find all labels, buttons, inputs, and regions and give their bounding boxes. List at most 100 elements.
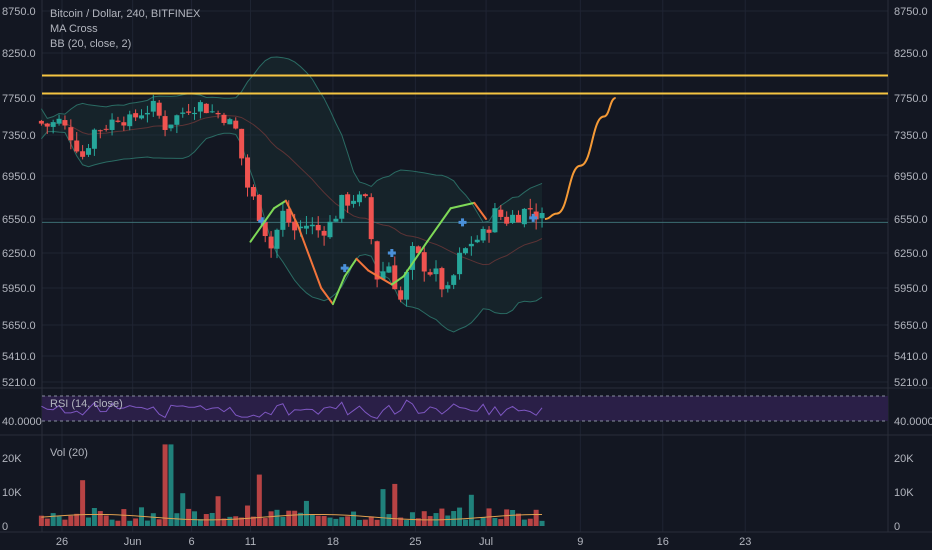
candle-body: [150, 100, 156, 112]
candle-body: [197, 102, 203, 112]
candle-body: [339, 194, 345, 219]
volume-bar: [121, 509, 127, 526]
volume-bar: [80, 480, 86, 526]
candle-body: [50, 122, 56, 127]
volume-bar: [115, 520, 121, 526]
candle-body: [315, 224, 321, 231]
price-tick-label-right: 6950.0: [894, 171, 928, 183]
candle-body: [44, 123, 50, 127]
candle-body: [274, 229, 280, 249]
ma-cross-label[interactable]: MA Cross: [50, 23, 98, 35]
price-tick-label-left: 6250.0: [2, 248, 36, 260]
candle-body: [356, 194, 362, 203]
wave-overlay-segment: [320, 287, 334, 306]
candle-body: [380, 271, 386, 280]
time-tick-label: 18: [327, 536, 339, 548]
price-tick-label-right: 7350.0: [894, 130, 928, 142]
bb-label[interactable]: BB (20, close, 2): [50, 38, 132, 50]
volume-bar: [162, 444, 168, 526]
volume-bar: [480, 517, 486, 526]
volume-bar: [515, 513, 521, 526]
rsi-tick-label-left: 40.0000: [2, 416, 42, 428]
volume-bar: [280, 516, 286, 526]
price-tick-label-right: 7750.0: [894, 93, 928, 105]
volume-bar: [150, 513, 156, 526]
volume-bar: [315, 515, 321, 526]
vol-title[interactable]: Vol (20): [50, 447, 88, 459]
wave-overlay-segment: [426, 207, 452, 243]
ma-cross-marker: [458, 218, 467, 227]
candle-body: [504, 216, 510, 224]
symbol-title[interactable]: Bitcoin / Dollar, 240, BITFINEX: [50, 8, 201, 20]
volume-bar: [44, 518, 50, 526]
volume-bar: [533, 509, 539, 526]
price-tick-label-right: 5950.0: [894, 283, 928, 295]
candle-body: [527, 208, 533, 210]
volume-bar: [180, 493, 186, 526]
wave-overlay-segment: [473, 201, 488, 220]
wave-overlay-segment: [273, 199, 287, 210]
price-tick-label-right: 6550.0: [894, 214, 928, 226]
time-tick-label: 16: [657, 536, 669, 548]
candle-body: [186, 111, 192, 113]
volume-bar: [521, 519, 527, 526]
candle-body: [174, 115, 180, 125]
candle-body: [374, 241, 380, 280]
price-tick-label-right: 8250.0: [894, 48, 928, 60]
candle-body: [309, 224, 315, 227]
volume-bar: [127, 520, 133, 526]
candle-body: [298, 226, 304, 229]
volume-bar: [286, 510, 292, 526]
volume-bar: [227, 516, 233, 526]
volume-bar: [256, 474, 262, 526]
volume-bar: [374, 519, 380, 526]
volume-bar: [468, 494, 474, 526]
volume-bar: [86, 517, 92, 526]
volume-bar: [368, 516, 374, 526]
volume-bar: [362, 519, 368, 526]
price-tick-label-right: 5210.0: [894, 377, 928, 389]
volume-bar: [268, 511, 274, 526]
time-tick-label: 9: [577, 536, 583, 548]
volume-bar: [250, 516, 256, 526]
volume-bar: [539, 520, 545, 526]
bb-lower-line: [41, 131, 543, 333]
price-tick-label-left: 7750.0: [2, 93, 36, 105]
volume-bar: [510, 509, 516, 526]
volume-bar: [474, 520, 480, 526]
candle-body: [168, 124, 174, 129]
candle-body: [515, 214, 521, 223]
volume-bar: [68, 515, 74, 526]
volume-bar: [221, 518, 227, 526]
candle-body: [521, 208, 527, 225]
wave-overlay-segment: [390, 275, 405, 286]
vol-legend: Vol (20): [50, 446, 88, 461]
time-tick-label: 23: [739, 536, 751, 548]
price-tick-label-right: 6250.0: [894, 248, 928, 260]
volume-bar: [186, 508, 192, 526]
candle-body: [133, 113, 139, 118]
volume-bar: [492, 518, 498, 526]
volume-bar: [427, 516, 433, 526]
volume-bar: [392, 483, 398, 526]
vol-tick-label-left: 0: [2, 521, 8, 533]
candle-body: [415, 246, 421, 254]
volume-bar: [56, 516, 62, 526]
candle-body: [439, 268, 445, 290]
volume-bar: [109, 519, 115, 526]
volume-bar: [38, 515, 44, 526]
price-tick-label-left: 5650.0: [2, 320, 36, 332]
candle-body: [127, 114, 133, 127]
volume-bar: [144, 520, 150, 526]
volume-bar: [386, 514, 392, 526]
candle-body: [192, 112, 198, 115]
volume-bar: [527, 518, 533, 526]
rsi-title[interactable]: RSI (14, close): [50, 398, 123, 410]
price-tick-label-left: 8750.0: [2, 6, 36, 18]
volume-bar: [398, 517, 404, 526]
volume-bar: [451, 511, 457, 526]
candle-body: [239, 128, 245, 159]
ma-cross-marker: [387, 249, 396, 257]
